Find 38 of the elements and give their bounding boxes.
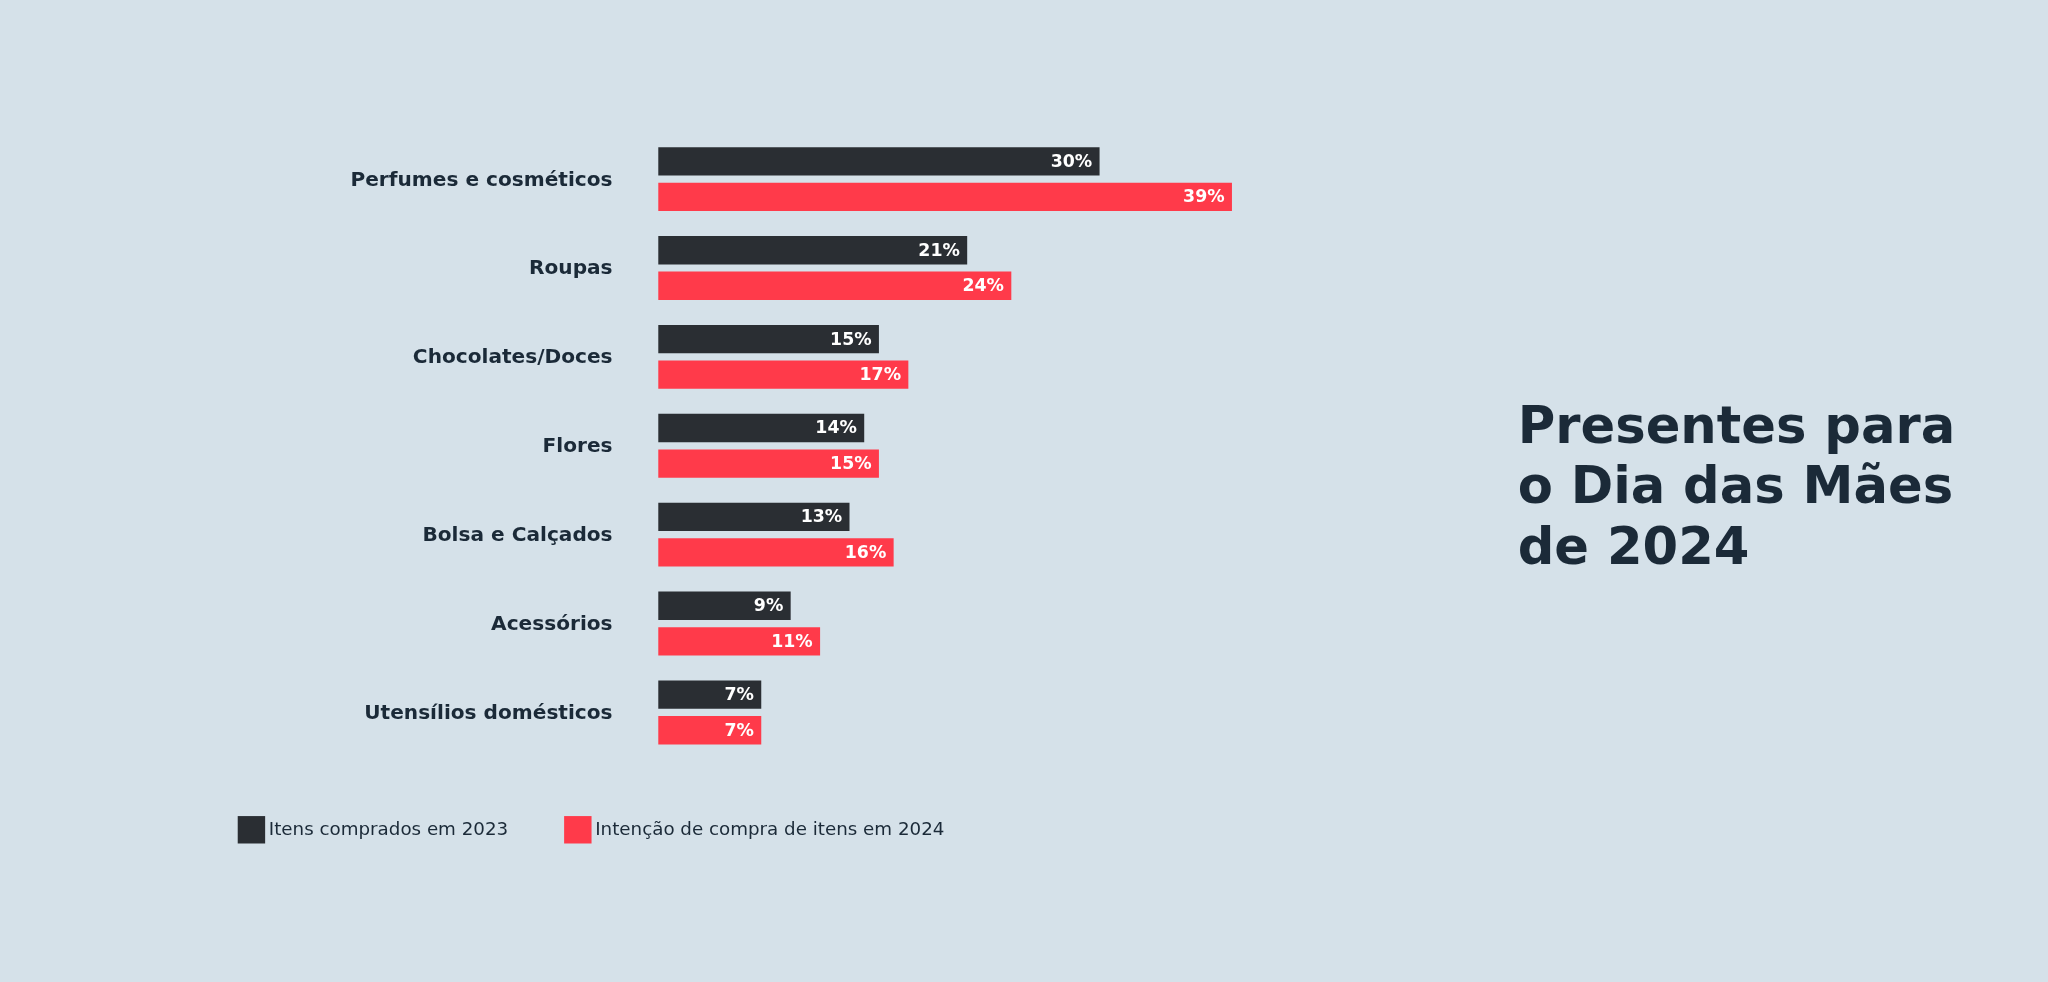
bar <box>658 680 762 709</box>
data-label: 9% <box>753 595 784 616</box>
data-label: 16% <box>844 541 887 562</box>
bar <box>658 271 1012 300</box>
bar <box>658 182 1232 212</box>
data-label: 7% <box>724 684 754 705</box>
y-tick-label: Flores <box>542 433 613 458</box>
data-label: 24% <box>962 275 1004 296</box>
bar <box>658 324 879 354</box>
bar <box>658 502 850 532</box>
data-label: 7% <box>724 719 754 740</box>
legend-label: Itens comprados em 2023 <box>268 818 509 840</box>
data-label: 15% <box>830 453 872 474</box>
y-tick-label: Roupas <box>529 255 613 280</box>
y-tick-label: Bolsa e Calçados <box>422 522 613 547</box>
data-label: 39% <box>1183 186 1225 207</box>
data-label: 13% <box>800 506 843 527</box>
bar <box>658 360 909 389</box>
bar <box>658 147 1100 176</box>
legend-label: Intenção de compra de itens em 2024 <box>595 818 945 840</box>
data-label: 21% <box>918 239 960 260</box>
bar <box>658 236 968 265</box>
bar <box>658 449 879 478</box>
bar <box>658 413 865 443</box>
data-label: 30% <box>1050 150 1093 171</box>
y-tick-label: Perfumes e cosméticos <box>350 166 613 191</box>
data-label: 17% <box>859 364 902 385</box>
bar <box>658 716 762 745</box>
bar <box>658 627 821 656</box>
data-label: 15% <box>830 328 872 349</box>
bar <box>658 538 894 567</box>
text: Presentes para o Dia das Mães de 2024 <box>1517 395 1956 576</box>
y-tick-label: Acessórios <box>491 610 613 635</box>
y-tick-label: Chocolates/Doces <box>412 344 613 369</box>
data-label: 14% <box>815 417 857 438</box>
data-label: 11% <box>771 630 813 651</box>
y-tick-label: Utensílios domésticos <box>364 699 613 724</box>
bar <box>658 591 791 620</box>
